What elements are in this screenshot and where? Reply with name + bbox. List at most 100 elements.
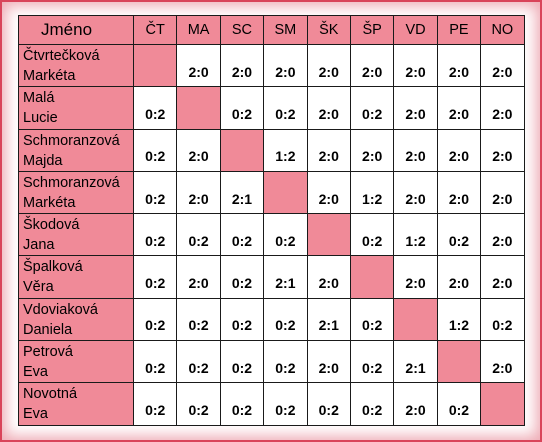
column-header: MA bbox=[176, 15, 221, 45]
score-cell: 2:0 bbox=[436, 255, 482, 299]
score-cell: 0:2 bbox=[263, 382, 308, 426]
score-cell: 0:2 bbox=[349, 213, 395, 257]
player-surname: Schmoranzová bbox=[23, 132, 120, 149]
column-header: ŠK bbox=[306, 15, 351, 45]
score-cell: 2:0 bbox=[349, 128, 395, 172]
score-cell: 2:0 bbox=[393, 43, 438, 88]
score-cell: 2:0 bbox=[393, 170, 438, 215]
table-row: Špalková Věra 0:2 2:0 0:2 2:1 2:0 2:0 2:0 2:0 bbox=[18, 255, 525, 299]
self-match-cell bbox=[480, 382, 525, 426]
score-cell: 0:2 bbox=[176, 213, 221, 257]
score-cell: 2:1 bbox=[393, 340, 438, 384]
player-surname: Petrová bbox=[23, 344, 73, 361]
score-cell: 0:2 bbox=[219, 86, 265, 130]
score-cell: 2:0 bbox=[176, 170, 221, 215]
score-cell: 2:1 bbox=[306, 297, 351, 342]
player-surname: Špalková bbox=[23, 259, 83, 276]
score-cell: 2:0 bbox=[393, 128, 438, 172]
column-header: NO bbox=[480, 15, 525, 45]
score-cell: 2:0 bbox=[306, 255, 351, 299]
self-match-cell bbox=[306, 213, 351, 257]
score-cell: 0:2 bbox=[132, 340, 178, 384]
score-cell: 2:0 bbox=[219, 43, 265, 88]
player-surname: Čtvrtečková bbox=[23, 48, 100, 64]
score-cell: 0:2 bbox=[219, 382, 265, 426]
score-cell: 2:0 bbox=[393, 382, 438, 426]
score-cell: 1:2 bbox=[436, 297, 482, 342]
player-surname: Malá bbox=[23, 90, 55, 107]
player-given-name: Eva bbox=[23, 406, 48, 423]
results-table: Jméno ČT MA SC SM ŠK ŠP VD PE NO Čtvrteč… bbox=[18, 15, 525, 426]
column-header: VD bbox=[393, 15, 438, 45]
score-cell: 2:0 bbox=[349, 43, 395, 88]
score-cell: 0:2 bbox=[219, 255, 265, 299]
score-cell: 0:2 bbox=[132, 255, 178, 299]
score-cell: 0:2 bbox=[219, 297, 265, 342]
score-cell: 2:0 bbox=[306, 340, 351, 384]
player-name-cell: Schmoranzová Markéta bbox=[18, 170, 134, 215]
self-match-cell bbox=[393, 297, 438, 342]
table-row: Schmoranzová Majda 0:2 2:0 1:2 2:0 2:0 2:0 2:0 2:… bbox=[18, 128, 525, 172]
score-cell: 0:2 bbox=[263, 297, 308, 342]
table-row: Malá Lucie 0:2 0:2 0:2 2:0 0:2 2:0 2:0 2:0 bbox=[18, 86, 525, 130]
column-header: SM bbox=[263, 15, 308, 45]
score-cell: 2:0 bbox=[306, 86, 351, 130]
score-cell: 0:2 bbox=[176, 382, 221, 426]
self-match-cell bbox=[176, 86, 221, 130]
score-cell: 2:0 bbox=[306, 170, 351, 215]
score-cell: 2:0 bbox=[263, 43, 308, 88]
player-surname: Vdoviaková bbox=[23, 301, 98, 318]
column-header: ČT bbox=[132, 15, 178, 45]
score-cell: 0:2 bbox=[176, 340, 221, 384]
score-cell: 2:1 bbox=[263, 255, 308, 299]
score-cell: 2:0 bbox=[306, 43, 351, 88]
player-name-cell: Malá Lucie bbox=[18, 86, 134, 130]
table-row: Čtvrtečková Markéta 2:0 2:0 2:0 2:0 2:0 2:0 2:0 2… bbox=[18, 43, 525, 88]
score-cell: 2:0 bbox=[480, 86, 525, 130]
score-cell: 0:2 bbox=[349, 340, 395, 384]
score-cell: 2:0 bbox=[176, 43, 221, 88]
self-match-cell bbox=[219, 128, 265, 172]
score-cell: 1:2 bbox=[393, 213, 438, 257]
score-cell: 0:2 bbox=[132, 382, 178, 426]
table-row: Vdoviaková Daniela 0:2 0:2 0:2 0:2 2:1 0:2 1:2 0:… bbox=[18, 297, 525, 342]
score-cell: 0:2 bbox=[132, 86, 178, 130]
score-cell: 2:0 bbox=[393, 86, 438, 130]
player-given-name: Jana bbox=[23, 237, 55, 254]
player-surname: Škodová bbox=[23, 217, 80, 234]
score-cell: 1:2 bbox=[349, 170, 395, 215]
player-given-name: Markéta bbox=[23, 194, 76, 211]
score-cell: 0:2 bbox=[132, 213, 178, 257]
self-match-cell bbox=[436, 340, 482, 384]
table-row: Schmoranzová Markéta 0:2 2:0 2:1 2:0 1:2 2:0 2:0… bbox=[18, 170, 525, 215]
score-cell: 0:2 bbox=[132, 170, 178, 215]
column-header: PE bbox=[436, 15, 482, 45]
player-given-name: Lucie bbox=[23, 110, 58, 127]
score-cell: 2:0 bbox=[176, 255, 221, 299]
score-cell: 2:0 bbox=[480, 43, 525, 88]
score-cell: 2:0 bbox=[436, 170, 482, 215]
table-body: Čtvrtečková Markéta 2:0 2:0 2:0 2:0 2:0 2:0 2:0 2… bbox=[18, 43, 525, 426]
score-cell: 2:0 bbox=[176, 128, 221, 172]
score-cell: 0:2 bbox=[176, 297, 221, 342]
score-cell: 2:0 bbox=[436, 43, 482, 88]
self-match-cell bbox=[263, 170, 308, 215]
score-cell: 0:2 bbox=[132, 128, 178, 172]
player-given-name: Věra bbox=[23, 279, 54, 296]
player-name-cell: Škodová Jana bbox=[18, 213, 134, 257]
table-row: Škodová Jana 0:2 0:2 0:2 0:2 0:2 1:2 0:2 2:0 bbox=[18, 213, 525, 257]
self-match-cell bbox=[132, 43, 178, 88]
score-cell: 2:0 bbox=[436, 86, 482, 130]
score-cell: 0:2 bbox=[349, 382, 395, 426]
player-name-cell: Novotná Eva bbox=[18, 382, 134, 426]
score-cell: 2:0 bbox=[480, 128, 525, 172]
player-given-name: Daniela bbox=[23, 321, 73, 338]
score-cell: 0:2 bbox=[219, 213, 265, 257]
player-name-cell: Špalková Věra bbox=[18, 255, 134, 299]
score-cell: 0:2 bbox=[349, 86, 395, 130]
player-given-name: Majda bbox=[23, 152, 63, 169]
score-cell: 2:1 bbox=[219, 170, 265, 215]
score-cell: 0:2 bbox=[306, 382, 351, 426]
self-match-cell bbox=[349, 255, 395, 299]
